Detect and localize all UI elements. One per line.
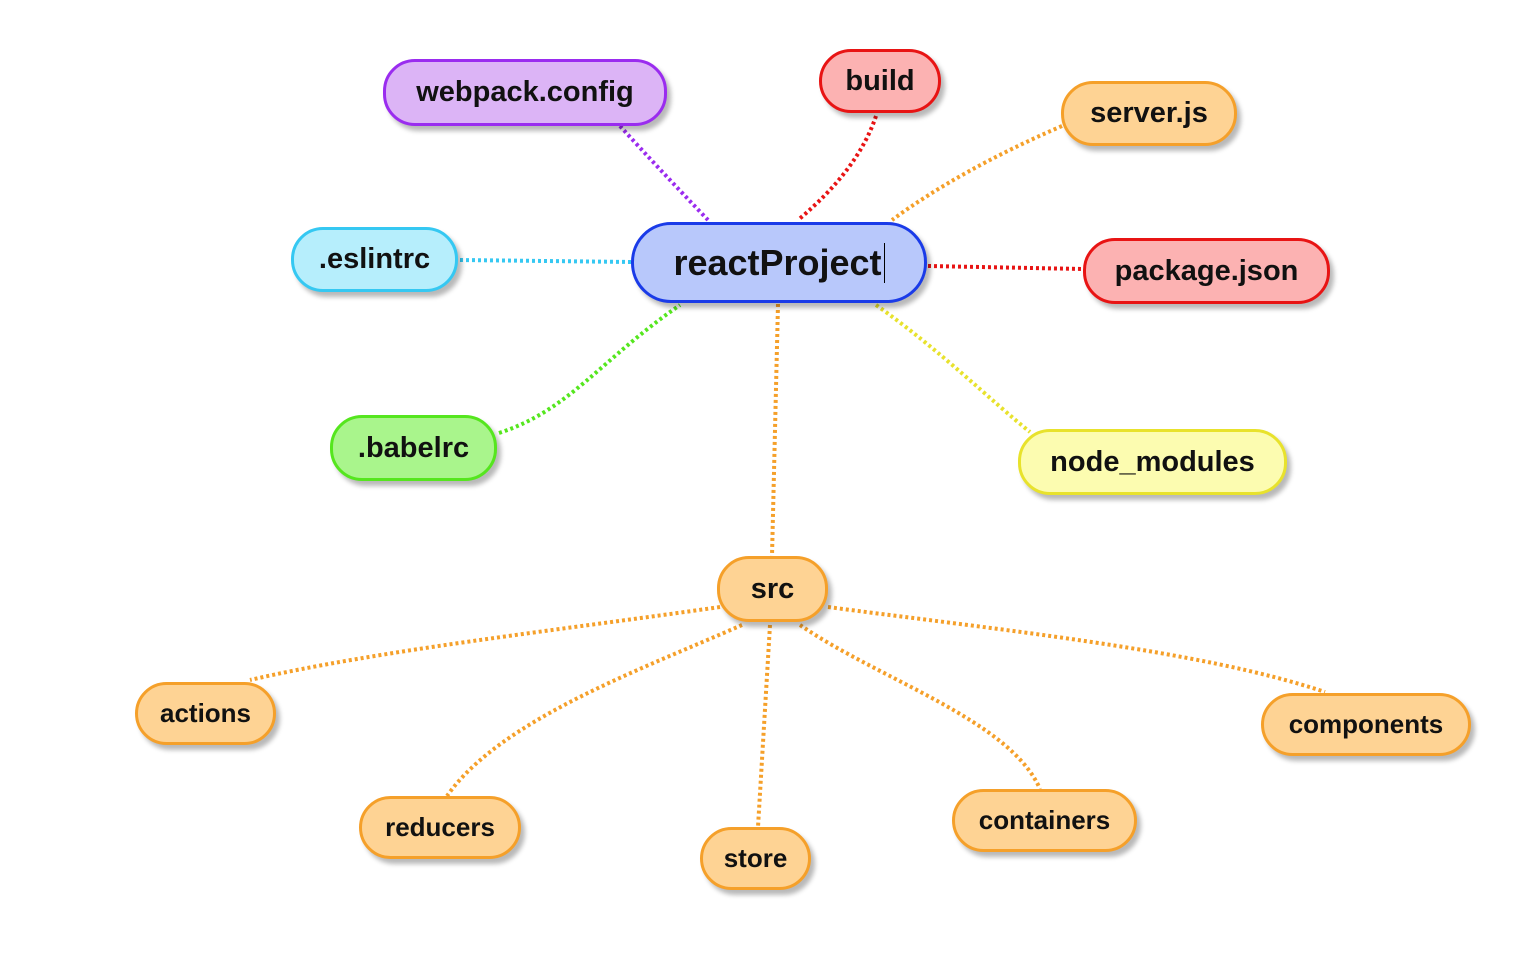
node-label: node_modules bbox=[1050, 445, 1255, 478]
node-actions[interactable]: actions bbox=[135, 682, 276, 745]
node-label: .eslintrc bbox=[318, 243, 431, 275]
link-src bbox=[770, 303, 780, 557]
link-store bbox=[756, 624, 772, 828]
node-label: actions bbox=[159, 698, 252, 728]
node-containers[interactable]: containers bbox=[952, 789, 1137, 852]
node-label: server.js bbox=[1090, 97, 1208, 129]
node-label: store bbox=[723, 843, 788, 873]
link-containers bbox=[798, 623, 1042, 790]
node-label: src bbox=[750, 572, 795, 605]
link-node-modules bbox=[874, 303, 1032, 434]
node-src[interactable]: src bbox=[717, 556, 828, 622]
link-package-json bbox=[927, 264, 1084, 271]
link-babelrc bbox=[498, 303, 682, 435]
text-cursor bbox=[883, 242, 885, 283]
node-label: webpack.config bbox=[416, 76, 634, 108]
link-reducers bbox=[445, 623, 743, 798]
node-webpack-config[interactable]: webpack.config bbox=[383, 59, 667, 126]
node-label: containers bbox=[978, 805, 1111, 835]
link-components bbox=[827, 605, 1326, 694]
link-build bbox=[796, 115, 878, 222]
node-eslintrc[interactable]: .eslintrc bbox=[291, 227, 458, 292]
node-components[interactable]: components bbox=[1261, 693, 1471, 756]
node-node-modules[interactable]: node_modules bbox=[1018, 429, 1287, 495]
node-build[interactable]: build bbox=[819, 49, 941, 113]
root-node-reactproject[interactable]: reactProject bbox=[631, 222, 927, 303]
link-webpack-config bbox=[618, 124, 710, 222]
node-reducers[interactable]: reducers bbox=[359, 796, 521, 859]
node-server-js[interactable]: server.js bbox=[1061, 81, 1237, 146]
node-babelrc[interactable]: .babelrc bbox=[330, 415, 497, 481]
node-package-json[interactable]: package.json bbox=[1083, 238, 1330, 304]
link-server-js bbox=[890, 124, 1063, 222]
node-label: .babelrc bbox=[357, 431, 470, 464]
link-eslintrc bbox=[459, 258, 633, 264]
node-label: components bbox=[1288, 709, 1444, 739]
node-label: reducers bbox=[385, 812, 495, 842]
link-actions bbox=[249, 605, 721, 682]
node-label: package.json bbox=[1114, 254, 1299, 287]
node-label: build bbox=[845, 64, 915, 97]
node-store[interactable]: store bbox=[700, 827, 811, 890]
root-node-label: reactProject bbox=[673, 241, 882, 283]
